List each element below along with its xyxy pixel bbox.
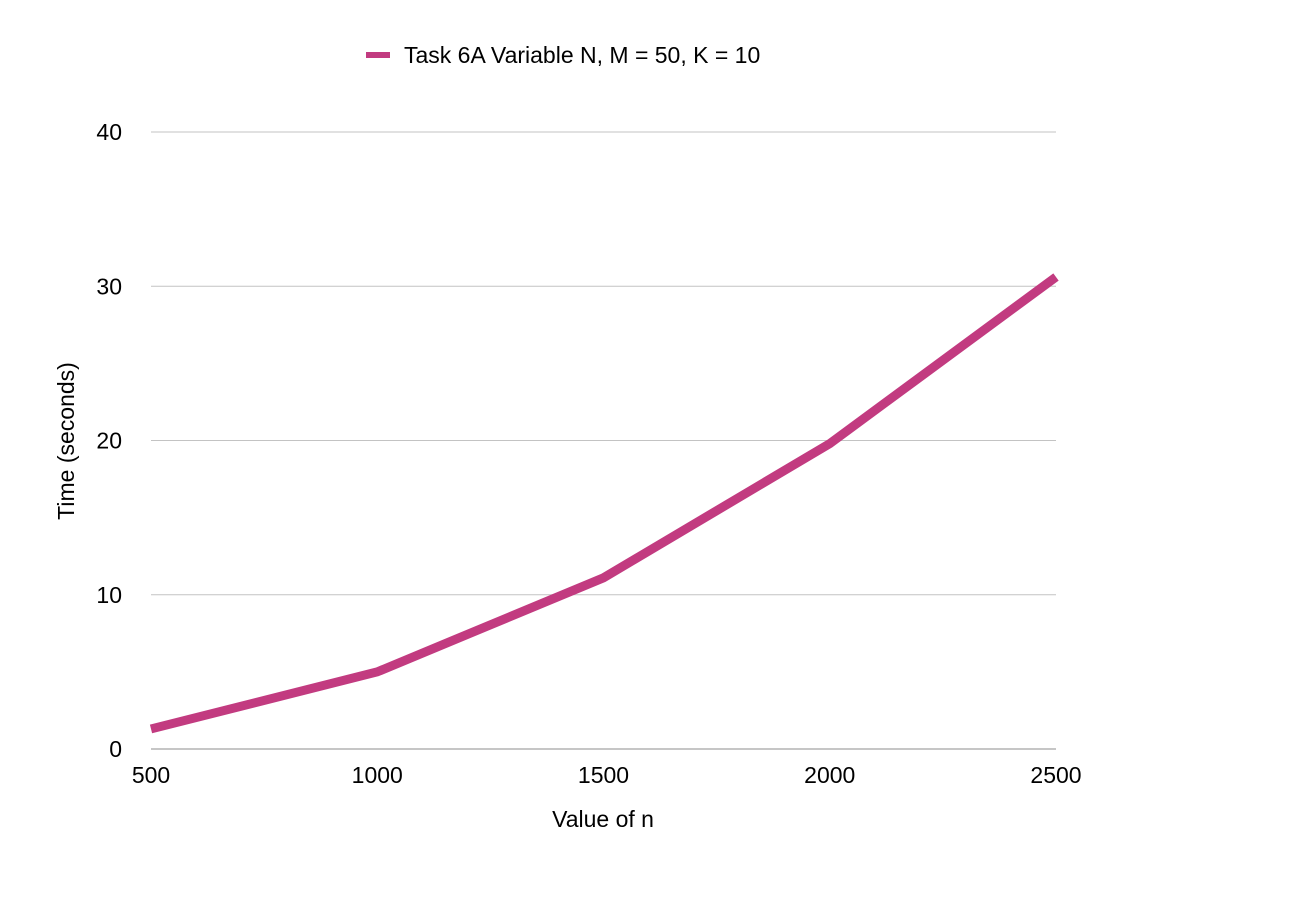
data-point xyxy=(603,577,604,578)
data-point xyxy=(377,671,378,672)
gridlines xyxy=(151,131,1056,750)
y-tick-label: 10 xyxy=(96,582,122,608)
y-tick-labels: 0 10 20 30 40 xyxy=(96,119,122,762)
x-axis-title: Value of n xyxy=(552,806,654,832)
y-tick-label: 40 xyxy=(96,119,122,145)
series-line xyxy=(149,273,1059,734)
series-layer xyxy=(149,273,1059,734)
x-tick-label: 1500 xyxy=(578,762,629,788)
x-tick-label: 2500 xyxy=(1030,762,1081,788)
legend: Task 6A Variable N, M = 50, K = 10 xyxy=(366,42,760,68)
data-point xyxy=(151,728,152,729)
x-tick-labels: 500 1000 1500 2000 2500 xyxy=(132,762,1082,788)
x-tick-label: 500 xyxy=(132,762,170,788)
y-tick-label: 20 xyxy=(96,428,122,454)
y-axis-title: Time (seconds) xyxy=(53,362,79,520)
legend-label: Task 6A Variable N, M = 50, K = 10 xyxy=(404,42,760,68)
data-point xyxy=(1056,276,1057,277)
x-tick-label: 2000 xyxy=(804,762,855,788)
x-tick-label: 1000 xyxy=(352,762,403,788)
y-tick-label: 30 xyxy=(96,273,122,299)
data-point xyxy=(829,443,830,444)
y-tick-label: 0 xyxy=(109,736,122,762)
